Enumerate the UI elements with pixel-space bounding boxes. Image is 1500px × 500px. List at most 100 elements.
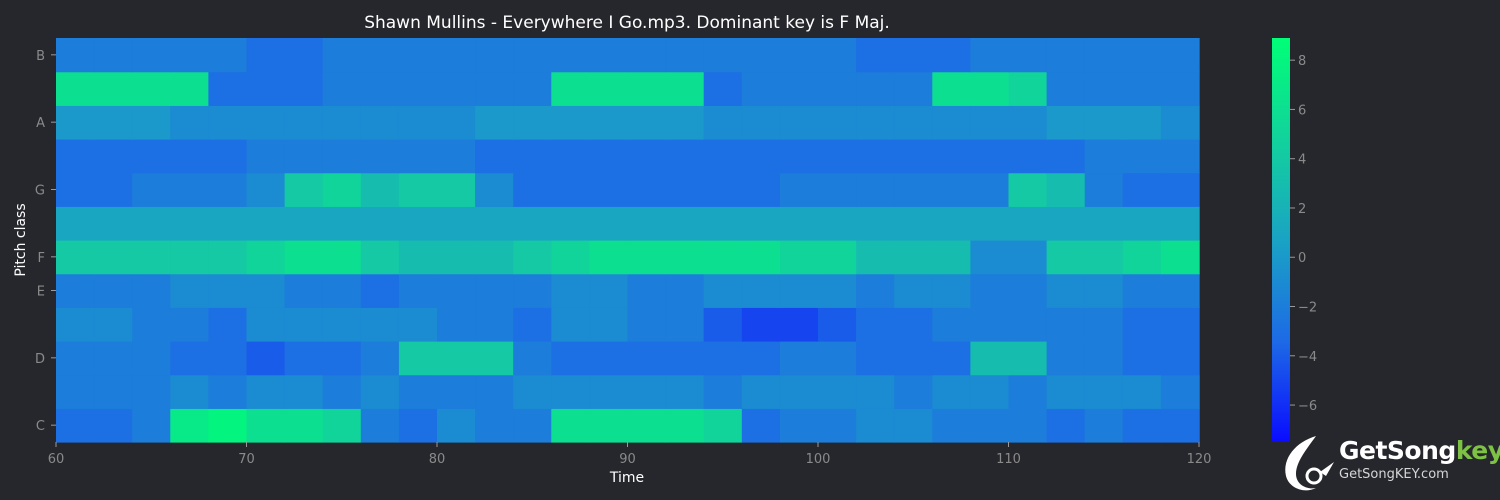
heatmap-cell [627,38,667,73]
heatmap-cell [360,71,400,106]
heatmap-cell [246,374,286,409]
heatmap-cell [932,139,971,174]
heatmap-cell [208,273,248,308]
heatmap-cell [56,273,95,308]
heatmap-cell [246,273,286,308]
heatmap-cell [1122,307,1162,342]
heatmap-cell [703,38,743,73]
heatmap-cell [132,341,171,376]
heatmap-cell [513,139,552,174]
heatmap-cell [627,172,667,207]
x-tick-label: 70 [238,452,255,467]
heatmap-cell [1084,172,1124,207]
heatmap-cell [779,374,819,409]
heatmap-cell [322,240,362,275]
heatmap-cell [170,206,209,241]
heatmap-cell [513,307,552,342]
heatmap-cell [322,71,362,106]
heatmap-cell [132,240,171,275]
heatmap-cell [1122,374,1162,409]
heatmap-cell [513,341,552,376]
heatmap-cell [170,307,209,342]
heatmap-cell [627,307,667,342]
x-tick-label: 120 [1187,452,1212,467]
heatmap-cell [856,38,895,73]
heatmap-cell [1084,71,1124,106]
heatmap-cell [94,139,133,174]
heatmap-cell [779,172,819,207]
heatmap-cell [437,206,476,241]
heatmap-cell [551,105,590,140]
logo-wordmark-accent: key [1455,436,1500,465]
heatmap-cell [818,206,857,241]
heatmap-cell [56,374,95,409]
heatmap-cell [94,273,133,308]
x-axis: 60 70 80 90 100 110 120 [48,442,1212,467]
heatmap-cell [551,38,590,73]
y-tick-label: D [35,352,45,367]
heatmap-cell [589,273,629,308]
heatmap-cell [551,71,590,106]
heatmap-cell [437,408,476,443]
heatmap-cell [1008,273,1048,308]
heatmap-cell [970,105,1010,140]
heatmap-cell [94,240,133,275]
heatmap-cell [818,374,857,409]
heatmap-cell [513,172,552,207]
heatmap-cell [589,374,629,409]
heatmap-cell [1008,341,1048,376]
heatmap-cell [589,240,629,275]
heatmap-cell [360,307,400,342]
heatmap-cell [665,139,705,174]
heatmap-cell [741,341,781,376]
heatmap-cell [665,273,705,308]
colorbar [1272,38,1290,442]
heatmap-cell [246,307,286,342]
heatmap-cell [932,240,971,275]
heatmap-cell [551,341,590,376]
heatmap-cell [932,341,971,376]
heatmap-cell [132,408,171,443]
heatmap-cell [932,408,971,443]
heatmap-cell [551,139,590,174]
heatmap-cell [970,206,1010,241]
heatmap-cell [665,172,705,207]
heatmap-cell [284,38,324,73]
heatmap-cell [170,341,209,376]
heatmap-cell [322,374,362,409]
heatmap-cell [132,71,171,106]
heatmap-cell [665,408,705,443]
heatmap-cell [551,307,590,342]
heatmap-cell [284,139,324,174]
heatmap-cell [779,408,819,443]
heatmap-cell [208,172,248,207]
heatmap-cell [1199,240,1200,275]
heatmap-cell [1008,105,1048,140]
heatmap-cell [360,172,400,207]
heatmap-cell [741,71,781,106]
heatmap-cell [1122,408,1162,443]
heatmap-cell [894,240,933,275]
heatmap-cell [437,105,476,140]
heatmap-cell [894,71,933,106]
heatmap-cell [779,139,819,174]
heatmap-cell [1199,206,1200,241]
heatmap-cell [246,139,286,174]
heatmap-cell [665,374,705,409]
heatmap-cell [818,273,857,308]
heatmap-cell [1160,139,1200,174]
heatmap-cell [360,206,400,241]
heatmap-cell [56,408,95,443]
heatmap-cell [970,172,1010,207]
heatmap-cell [284,240,324,275]
heatmap-cell [475,206,514,241]
heatmap-cell [132,273,171,308]
heatmap-cell [322,172,362,207]
heatmap-cell [665,240,705,275]
heatmap-cell [1160,105,1200,140]
heatmap-cell [741,139,781,174]
heatmap-cell [894,38,933,73]
heatmap-cell [513,240,552,275]
heatmap-cell [56,307,95,342]
heatmap-cell [1199,172,1200,207]
